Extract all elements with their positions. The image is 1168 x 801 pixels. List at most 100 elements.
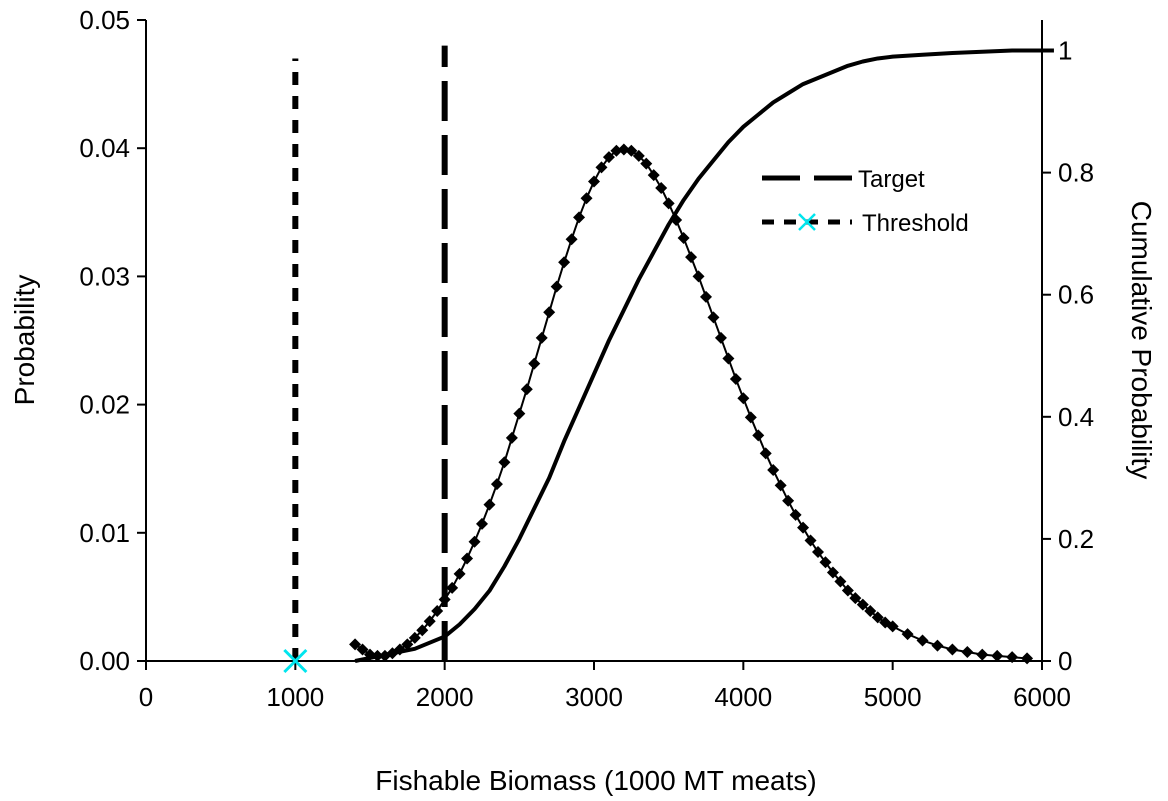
probability-point-66 [841,584,854,597]
threshold-marker [283,648,308,674]
probability-point-22 [513,407,526,420]
probability-point-36 [617,143,630,156]
probability-point-39 [640,157,653,170]
y-tick-label-1: 0.01 [79,518,130,548]
probability-point-30 [573,211,586,224]
probability-point-11 [431,605,444,618]
probability-point-12 [438,593,451,606]
probability-point-44 [677,231,690,244]
y2-tick-label-5: 1 [1058,36,1072,66]
probability-point-1 [356,643,369,656]
probability-point-67 [849,592,862,605]
probability-point-50 [722,352,735,365]
legend: Target Threshold [762,166,969,237]
probability-point-8 [408,631,421,644]
y2-tick-label-2: 0.4 [1058,402,1094,432]
probability-point-63 [819,556,832,569]
probability-point-73 [901,628,914,641]
probability-point-33 [595,161,608,174]
probability-point-64 [826,566,839,579]
x-tick-label-6: 6000 [1013,682,1071,712]
x-tick-label-5: 5000 [864,682,922,712]
probability-point-9 [416,624,429,637]
probability-point-3 [371,649,384,662]
probability-point-81 [1021,652,1034,665]
probability-point-43 [670,213,683,226]
probability-point-45 [685,251,698,264]
probability-point-54 [752,429,765,442]
probability-point-24 [528,357,541,370]
probability-point-70 [871,611,884,624]
cumulative-probability-line [354,48,1054,663]
legend-threshold-marker [798,213,816,231]
probability-point-77 [961,646,974,659]
probability-point-17 [476,517,488,530]
x-axis-title: Fishable Biomass (1000 MT meats) [375,765,816,796]
probability-point-20 [498,456,511,469]
probability-point-56 [767,463,780,476]
probability-point-47 [700,290,712,303]
x-tick-label-3: 3000 [565,682,623,712]
probability-point-49 [714,331,727,344]
probability-point-27 [550,280,563,293]
x-tick-label-0: 0 [139,682,153,712]
probability-point-35 [610,144,623,157]
y2-tick-label-4: 0.8 [1058,158,1094,188]
probability-point-16 [468,535,481,548]
x-tick-label-1: 1000 [266,682,324,712]
probability-point-15 [461,552,474,565]
probability-point-57 [774,479,787,492]
probability-point-65 [834,575,847,588]
probability-point-78 [976,648,989,661]
y2-tick-label-1: 0.2 [1058,524,1094,554]
probability-point-53 [744,411,757,424]
probability-point-23 [520,383,533,396]
probability-point-21 [505,431,518,444]
probability-point-74 [916,634,929,647]
y-tick-label-2: 0.02 [79,390,130,420]
probability-point-6 [393,643,406,656]
probability-point-69 [864,605,877,618]
probability-point-80 [1006,651,1019,664]
y2-tick-label-3: 0.6 [1058,280,1094,310]
probability-point-48 [707,311,720,324]
probability-point-58 [782,494,795,507]
y-tick-label-0: 0.00 [79,646,130,676]
series-layer [283,45,1054,674]
probability-point-7 [401,638,414,651]
probability-point-76 [946,643,959,656]
y-tick-label-5: 0.05 [79,5,130,35]
probability-point-31 [580,192,593,205]
probability-point-52 [737,392,750,405]
probability-point-40 [647,169,660,182]
threshold-marker-stroke-b [283,648,308,674]
probability-point-46 [692,270,705,283]
probability-point-61 [804,534,817,547]
tick-labels: 0 1000 2000 3000 4000 5000 6000 0.00 0.01 0.02 0.0… [79,5,1094,712]
probability-point-51 [729,372,742,385]
probability-point-72 [886,620,899,633]
probability-point-14 [453,567,466,580]
probability-line [354,148,1028,660]
probability-point-37 [625,144,638,157]
probability-point-0 [349,638,362,651]
probability-point-41 [655,181,668,194]
probability-point-28 [558,256,571,269]
x-tick-label-2: 2000 [416,682,474,712]
y2-tick-label-0: 0 [1058,646,1072,676]
probability-point-18 [483,498,496,511]
probability-point-55 [759,447,772,460]
probability-point-79 [991,649,1004,662]
probability-point-25 [535,331,548,344]
x-tick-label-4: 4000 [714,682,772,712]
y2-axis-title: Cumulative Probability [1126,201,1157,480]
y-tick-label-4: 0.04 [79,133,130,163]
y-axis-title: Probability [9,275,40,406]
legend-target-label: Target [858,166,925,193]
probability-point-59 [789,508,802,521]
probability-point-42 [662,197,675,210]
probability-point-32 [588,175,600,188]
probability-point-26 [543,306,556,319]
axes [145,20,1043,662]
